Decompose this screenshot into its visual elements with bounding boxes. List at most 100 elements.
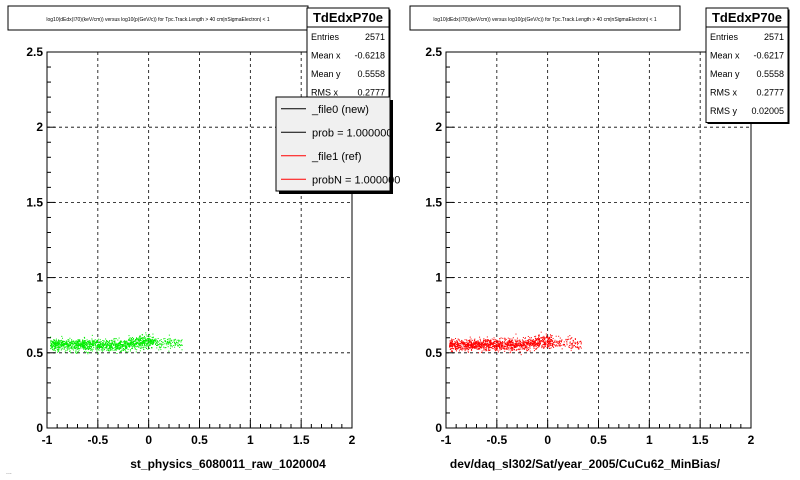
scatter-point [483,346,485,348]
scatter-point [519,343,521,345]
scatter-point [579,346,581,348]
scatter-point [89,345,91,347]
scatter-point [462,341,464,343]
scatter-point [498,345,500,347]
scatter-point [462,347,464,349]
scatter-point [456,348,458,350]
scatter-point [77,345,79,347]
scatter-point [156,347,158,349]
scatter-point [543,341,545,343]
scatter-point [515,340,517,342]
scatter-point [523,340,525,342]
scatter-point [117,345,119,347]
scatter-point [456,341,458,343]
scatter-point [55,344,57,346]
scatter-point [74,343,76,345]
scatter-point [507,346,509,348]
scatter-point [473,346,475,348]
scatter-point [97,352,99,354]
scatter-point [85,347,87,349]
scatter-point [60,344,62,346]
scatter-point [145,339,147,341]
scatter-point [98,345,100,347]
scatter-point [137,340,139,342]
scatter-point [64,351,66,353]
scatter-point [134,345,136,347]
scatter-point [78,348,80,350]
scatter-point [494,347,496,349]
scatter-point [136,349,138,351]
scatter-point [65,343,67,345]
scatter-point [558,342,560,344]
scatter-point [121,345,123,347]
scatter-point [580,343,582,345]
scatter-point [77,341,79,343]
scatter-point [115,343,117,345]
left-scatter-points [50,332,183,355]
scatter-point [570,349,572,351]
scatter-point [174,344,176,346]
scatter-point [132,344,134,346]
scatter-point [71,348,73,350]
scatter-point [540,331,542,333]
scatter-point [465,344,467,346]
scatter-point [514,347,516,349]
scatter-point [125,340,127,342]
scatter-point [139,338,141,340]
scatter-point [475,346,477,348]
scatter-point [109,343,111,345]
scatter-point [72,341,74,343]
scatter-point [504,350,506,352]
scatter-point [546,336,548,338]
scatter-point [153,342,155,344]
scatter-point [500,343,502,345]
scatter-point [102,347,104,349]
scatter-point [117,344,119,346]
scatter-point [114,342,116,344]
scatter-point [115,345,117,347]
scatter-point [85,342,87,344]
scatter-point [60,349,62,351]
scatter-point [546,342,548,344]
scatter-point [57,348,59,350]
scatter-point [482,346,484,348]
scatter-point [52,347,54,349]
scatter-point [169,344,171,346]
scatter-point [555,335,557,337]
scatter-point [98,341,100,343]
scatter-point [92,348,94,350]
scatter-point [450,340,452,342]
scatter-point [489,343,491,345]
scatter-point [478,342,480,344]
scatter-point [99,347,101,349]
scatter-point [174,346,176,348]
scatter-point [166,342,168,344]
scatter-point [450,348,452,350]
scatter-point [141,347,143,349]
scatter-point [68,345,70,347]
scatter-point [73,345,75,347]
scatter-point [569,341,571,343]
scatter-point [511,344,513,346]
scatter-point [496,345,498,347]
scatter-point [454,343,456,345]
scatter-point [460,347,462,349]
scatter-point [77,340,79,342]
stats-label: Mean x [710,51,740,61]
scatter-point [513,348,515,350]
scatter-point [576,347,578,349]
scatter-point [133,347,135,349]
scatter-point [164,338,166,340]
scatter-point [479,347,481,349]
scatter-point [512,337,514,339]
scatter-point [140,335,142,337]
scatter-point [78,339,80,341]
scatter-point [515,344,517,346]
scatter-point [151,344,153,346]
scatter-point [549,348,551,350]
scatter-point [539,343,541,345]
scatter-point [481,343,483,345]
scatter-point [73,343,75,345]
scatter-point [106,339,108,341]
scatter-point [472,342,474,344]
